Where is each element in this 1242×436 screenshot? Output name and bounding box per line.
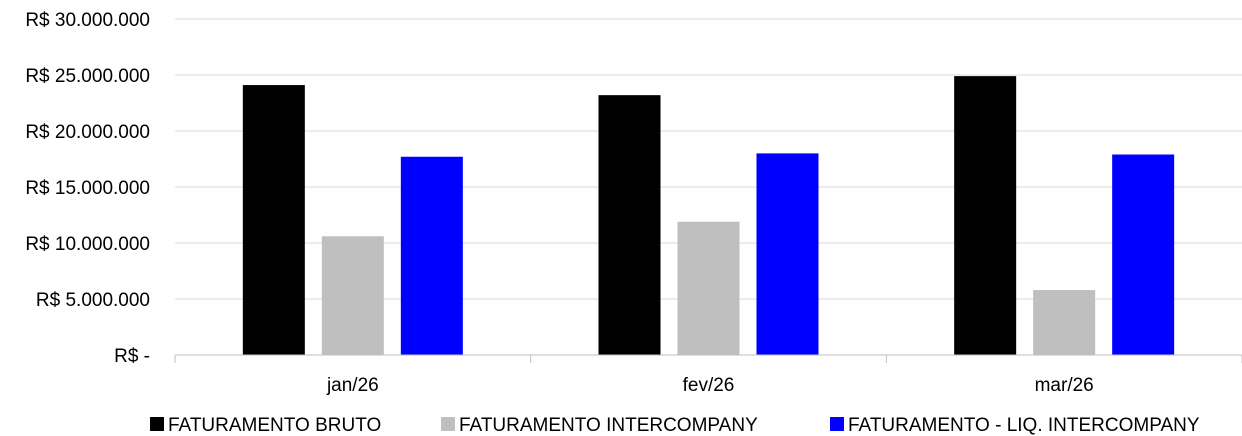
x-tick-label: fev/26 <box>683 375 735 396</box>
y-tick-label: R$ 20.000.000 <box>25 122 150 143</box>
legend-label: FATURAMENTO - LIQ. INTERCOMPANY <box>848 415 1200 436</box>
y-tick-label: R$ - <box>114 346 150 367</box>
bar-faturamento-bruto-mar-26 <box>954 76 1017 356</box>
bar-faturamento-intercompany-jan-26 <box>321 236 384 355</box>
x-tick-label: mar/26 <box>1035 375 1094 396</box>
bars <box>242 76 1175 356</box>
legend-swatch <box>830 417 844 431</box>
y-tick-label: R$ 10.000.000 <box>25 234 150 255</box>
y-axis-ticks: R$ - R$ 5.000.000 R$ 10.000.000 R$ 15.000.0… <box>25 10 150 367</box>
x-axis-ticks: jan/26 fev/26 mar/26 <box>326 375 1094 396</box>
x-axis <box>174 354 1242 363</box>
legend-label: FATURAMENTO INTERCOMPANY <box>459 415 758 436</box>
bar-faturamento-liq-intercompany-jan-26 <box>400 156 463 355</box>
bar-faturamento-liq-intercompany-mar-26 <box>1112 154 1175 355</box>
legend-swatch <box>441 417 455 431</box>
y-tick-label: R$ 15.000.000 <box>25 178 150 199</box>
bar-faturamento-intercompany-fev-26 <box>677 221 740 355</box>
y-tick-label: R$ 5.000.000 <box>36 290 150 311</box>
bar-faturamento-bruto-fev-26 <box>598 95 661 355</box>
y-tick-label: R$ 30.000.000 <box>25 10 150 31</box>
bar-faturamento-bruto-jan-26 <box>242 85 305 355</box>
legend-swatch <box>150 417 164 431</box>
bar-faturamento-intercompany-mar-26 <box>1033 290 1096 355</box>
legend-label: FATURAMENTO BRUTO <box>168 415 381 436</box>
legend: FATURAMENTO BRUTO FATURAMENTO INTERCOMPAN… <box>150 415 1200 436</box>
y-tick-label: R$ 25.000.000 <box>25 66 150 87</box>
x-tick-label: jan/26 <box>326 375 379 396</box>
bar-faturamento-liq-intercompany-fev-26 <box>756 153 819 355</box>
